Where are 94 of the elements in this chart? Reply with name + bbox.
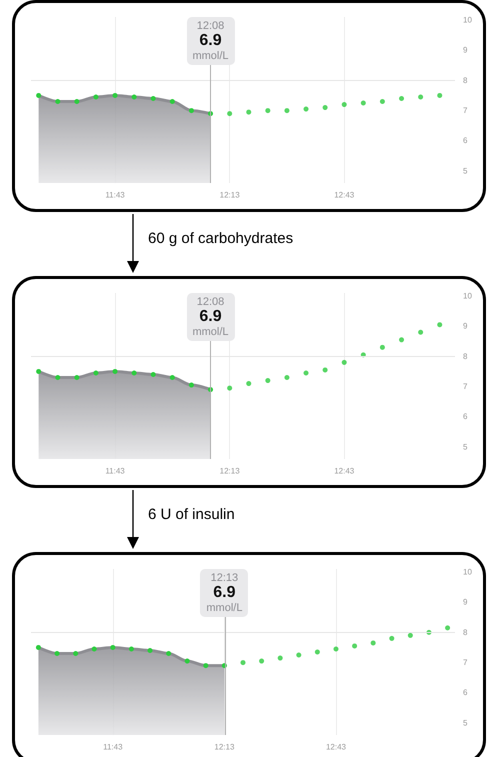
y-tick-label: 6 bbox=[463, 688, 468, 698]
point bbox=[322, 367, 328, 372]
point bbox=[418, 330, 424, 335]
point bbox=[437, 92, 442, 98]
point bbox=[240, 660, 246, 666]
point bbox=[246, 110, 252, 115]
x-tick-label: 12:13 bbox=[220, 190, 240, 200]
point bbox=[380, 99, 385, 104]
point bbox=[333, 646, 338, 652]
y-tick-label: 7 bbox=[463, 106, 468, 116]
point bbox=[150, 372, 156, 377]
x-tick-label: 12:43 bbox=[326, 742, 347, 752]
point bbox=[54, 651, 60, 656]
point bbox=[246, 381, 252, 386]
point bbox=[304, 106, 309, 112]
y-tick-label: 9 bbox=[463, 46, 468, 55]
point bbox=[352, 643, 358, 648]
point bbox=[110, 644, 116, 650]
y-tick-label: 6 bbox=[463, 412, 468, 422]
point bbox=[322, 105, 328, 110]
point bbox=[399, 96, 404, 101]
annotation: 12:08 6.9 mmol/L bbox=[192, 20, 229, 62]
point bbox=[284, 108, 290, 114]
point bbox=[55, 375, 60, 380]
point bbox=[399, 337, 404, 342]
point bbox=[314, 650, 320, 654]
point bbox=[380, 344, 385, 350]
point bbox=[73, 651, 78, 656]
point bbox=[150, 96, 156, 101]
point bbox=[296, 652, 302, 658]
y-tick-label: 10 bbox=[463, 568, 472, 577]
point bbox=[265, 108, 270, 114]
point bbox=[170, 375, 175, 380]
y-tick-label: 9 bbox=[463, 598, 468, 607]
point bbox=[418, 94, 424, 100]
y-tick-label: 10 bbox=[463, 292, 472, 301]
point bbox=[284, 375, 290, 380]
point bbox=[408, 632, 413, 638]
point bbox=[36, 368, 42, 374]
point bbox=[304, 370, 309, 376]
point bbox=[445, 625, 450, 630]
point bbox=[36, 92, 42, 98]
point bbox=[93, 94, 98, 100]
point bbox=[112, 92, 118, 98]
annotation: 12:08 6.9 mmol/L bbox=[192, 296, 229, 338]
annotation: 12:13 6.9 mmol/L bbox=[206, 572, 242, 614]
point bbox=[342, 102, 347, 108]
point bbox=[36, 644, 41, 650]
y-tick-label: 7 bbox=[463, 382, 468, 392]
x-tick-label: 11:43 bbox=[103, 742, 124, 752]
y-tick-label: 5 bbox=[463, 166, 468, 176]
point bbox=[93, 370, 98, 376]
y-tick-label: 5 bbox=[463, 442, 468, 452]
y-tick-label: 8 bbox=[463, 352, 468, 361]
x-tick-label: 12:13 bbox=[220, 466, 240, 476]
point bbox=[112, 368, 118, 374]
x-tick-label: 11:43 bbox=[105, 190, 126, 200]
y-tick-label: 10 bbox=[463, 16, 472, 25]
point bbox=[55, 99, 60, 104]
point bbox=[389, 636, 394, 641]
x-tick-label: 11:43 bbox=[105, 466, 126, 476]
point bbox=[259, 658, 264, 664]
point bbox=[132, 94, 137, 100]
point bbox=[360, 100, 366, 106]
point bbox=[148, 648, 153, 653]
text: 6 U of insulin bbox=[148, 506, 235, 523]
y-tick-label: 8 bbox=[463, 76, 468, 85]
point bbox=[203, 663, 208, 668]
y-tick-label: 9 bbox=[463, 322, 468, 331]
point bbox=[188, 382, 194, 388]
point bbox=[227, 111, 232, 116]
y-tick-label: 6 bbox=[463, 136, 468, 146]
y-tick-label: 7 bbox=[463, 658, 468, 668]
text: 60 g of carbohydrates bbox=[148, 230, 294, 247]
point bbox=[265, 378, 270, 384]
point bbox=[437, 322, 442, 328]
point bbox=[188, 108, 194, 114]
point bbox=[128, 646, 134, 652]
point bbox=[166, 651, 172, 656]
point bbox=[342, 360, 347, 365]
x-tick-label: 12:43 bbox=[334, 466, 355, 476]
point bbox=[132, 370, 137, 376]
point bbox=[184, 658, 190, 664]
point bbox=[74, 375, 80, 380]
point bbox=[278, 656, 283, 661]
point bbox=[92, 646, 97, 652]
y-tick-label: 5 bbox=[463, 718, 468, 728]
x-tick-label: 12:43 bbox=[334, 190, 355, 200]
x-tick-label: 12:13 bbox=[214, 742, 235, 752]
point bbox=[170, 99, 175, 104]
y-tick-label: 8 bbox=[463, 628, 468, 637]
point bbox=[370, 640, 376, 646]
point bbox=[227, 386, 232, 391]
point bbox=[74, 99, 80, 104]
